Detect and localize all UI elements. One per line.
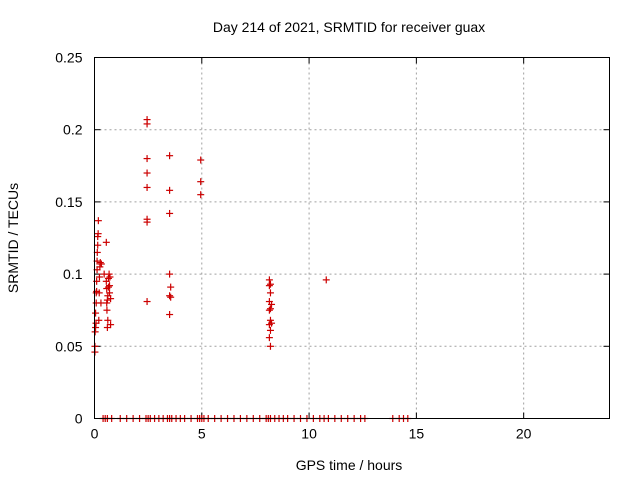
data-point <box>197 178 205 186</box>
data-point <box>266 280 274 288</box>
data-point <box>92 309 100 317</box>
data-point <box>166 311 174 319</box>
data-point <box>166 209 174 217</box>
data-point <box>103 306 111 314</box>
x-tick-label: 0 <box>91 426 99 442</box>
data-point <box>95 316 103 324</box>
data-point <box>100 270 108 278</box>
x-tick-label: 5 <box>198 426 206 442</box>
y-axis-label: SRMTID / TECUs <box>5 183 21 293</box>
grid-lines <box>94 57 610 419</box>
y-tick-label: 0.05 <box>55 338 82 354</box>
data-point <box>106 282 114 290</box>
data-point <box>167 293 175 301</box>
data-point <box>95 289 103 297</box>
data-point <box>167 283 175 291</box>
data-point <box>265 306 273 314</box>
data-point <box>166 152 174 160</box>
data-point <box>266 305 274 313</box>
y-tick-label: 0.2 <box>63 122 83 138</box>
data-point <box>265 334 273 342</box>
data-point <box>106 273 114 281</box>
data-point <box>266 289 274 297</box>
data-point <box>94 217 102 225</box>
chart-title: Day 214 of 2021, SRMTID for receiver gua… <box>213 19 485 35</box>
data-point <box>107 321 115 329</box>
data-point <box>94 241 102 249</box>
data-point <box>143 120 151 128</box>
y-tick-label: 0.1 <box>63 266 83 282</box>
data-point <box>166 292 174 300</box>
data-point <box>102 238 110 246</box>
y-tick-label: 0.25 <box>55 50 82 66</box>
data-point <box>95 273 103 281</box>
data-point <box>143 183 151 191</box>
data-point <box>322 276 330 284</box>
data-point <box>106 289 114 297</box>
data-point <box>104 316 112 324</box>
axis-ticks <box>94 57 610 419</box>
x-tick-labels: 0 5 10 15 20 <box>91 426 532 442</box>
data-point <box>265 282 273 290</box>
data-point <box>143 155 151 163</box>
data-point <box>107 295 115 303</box>
data-point <box>268 300 276 308</box>
data-point <box>104 274 112 282</box>
y-tick-label: 0 <box>75 411 83 427</box>
plot-frame <box>94 57 610 419</box>
data-point <box>143 218 151 226</box>
data-point <box>143 169 151 177</box>
data-point <box>94 230 102 238</box>
data-point <box>268 319 276 327</box>
data-point <box>266 326 274 334</box>
data-point <box>97 260 105 268</box>
x-tick-label: 20 <box>516 426 532 442</box>
x-tick-label: 15 <box>409 426 425 442</box>
x-tick-label: 10 <box>301 426 317 442</box>
data-point <box>266 342 274 350</box>
data-point <box>197 191 205 199</box>
data-point <box>197 156 205 164</box>
data-point <box>96 259 104 267</box>
data-point <box>166 270 174 278</box>
y-tick-label: 0.15 <box>55 194 82 210</box>
data-point <box>166 186 174 194</box>
y-tick-labels: 0 0.05 0.1 0.15 0.2 0.25 <box>55 50 82 427</box>
x-axis-label: GPS time / hours <box>296 457 403 473</box>
data-point <box>104 283 112 291</box>
data-points <box>91 116 412 422</box>
data-point <box>143 298 151 306</box>
